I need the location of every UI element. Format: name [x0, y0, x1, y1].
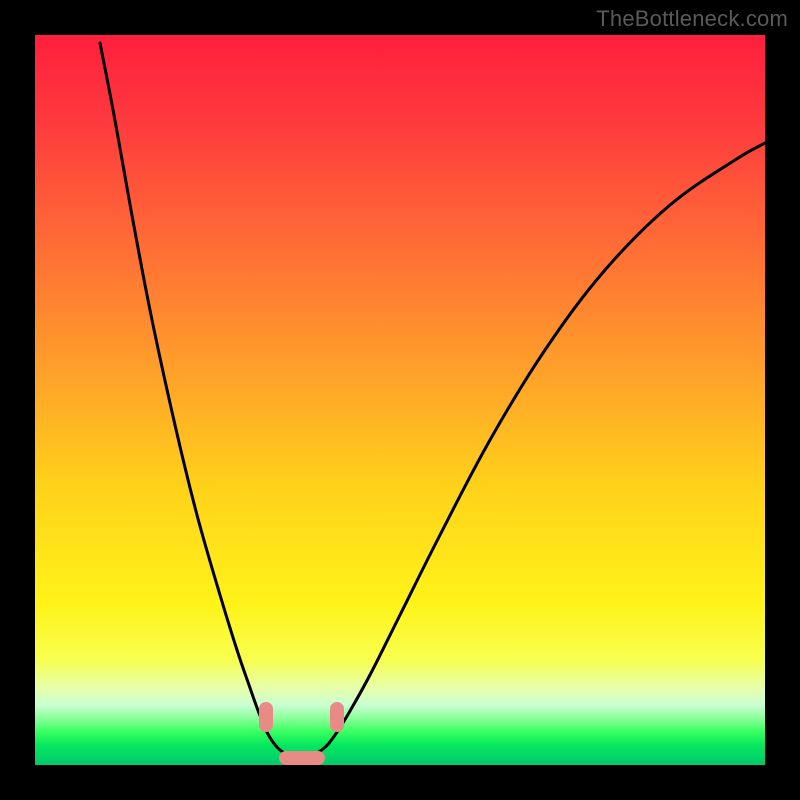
plot-area — [35, 35, 765, 765]
watermark-text: TheBottleneck.com — [596, 6, 788, 32]
bottleneck-curve — [35, 35, 765, 765]
